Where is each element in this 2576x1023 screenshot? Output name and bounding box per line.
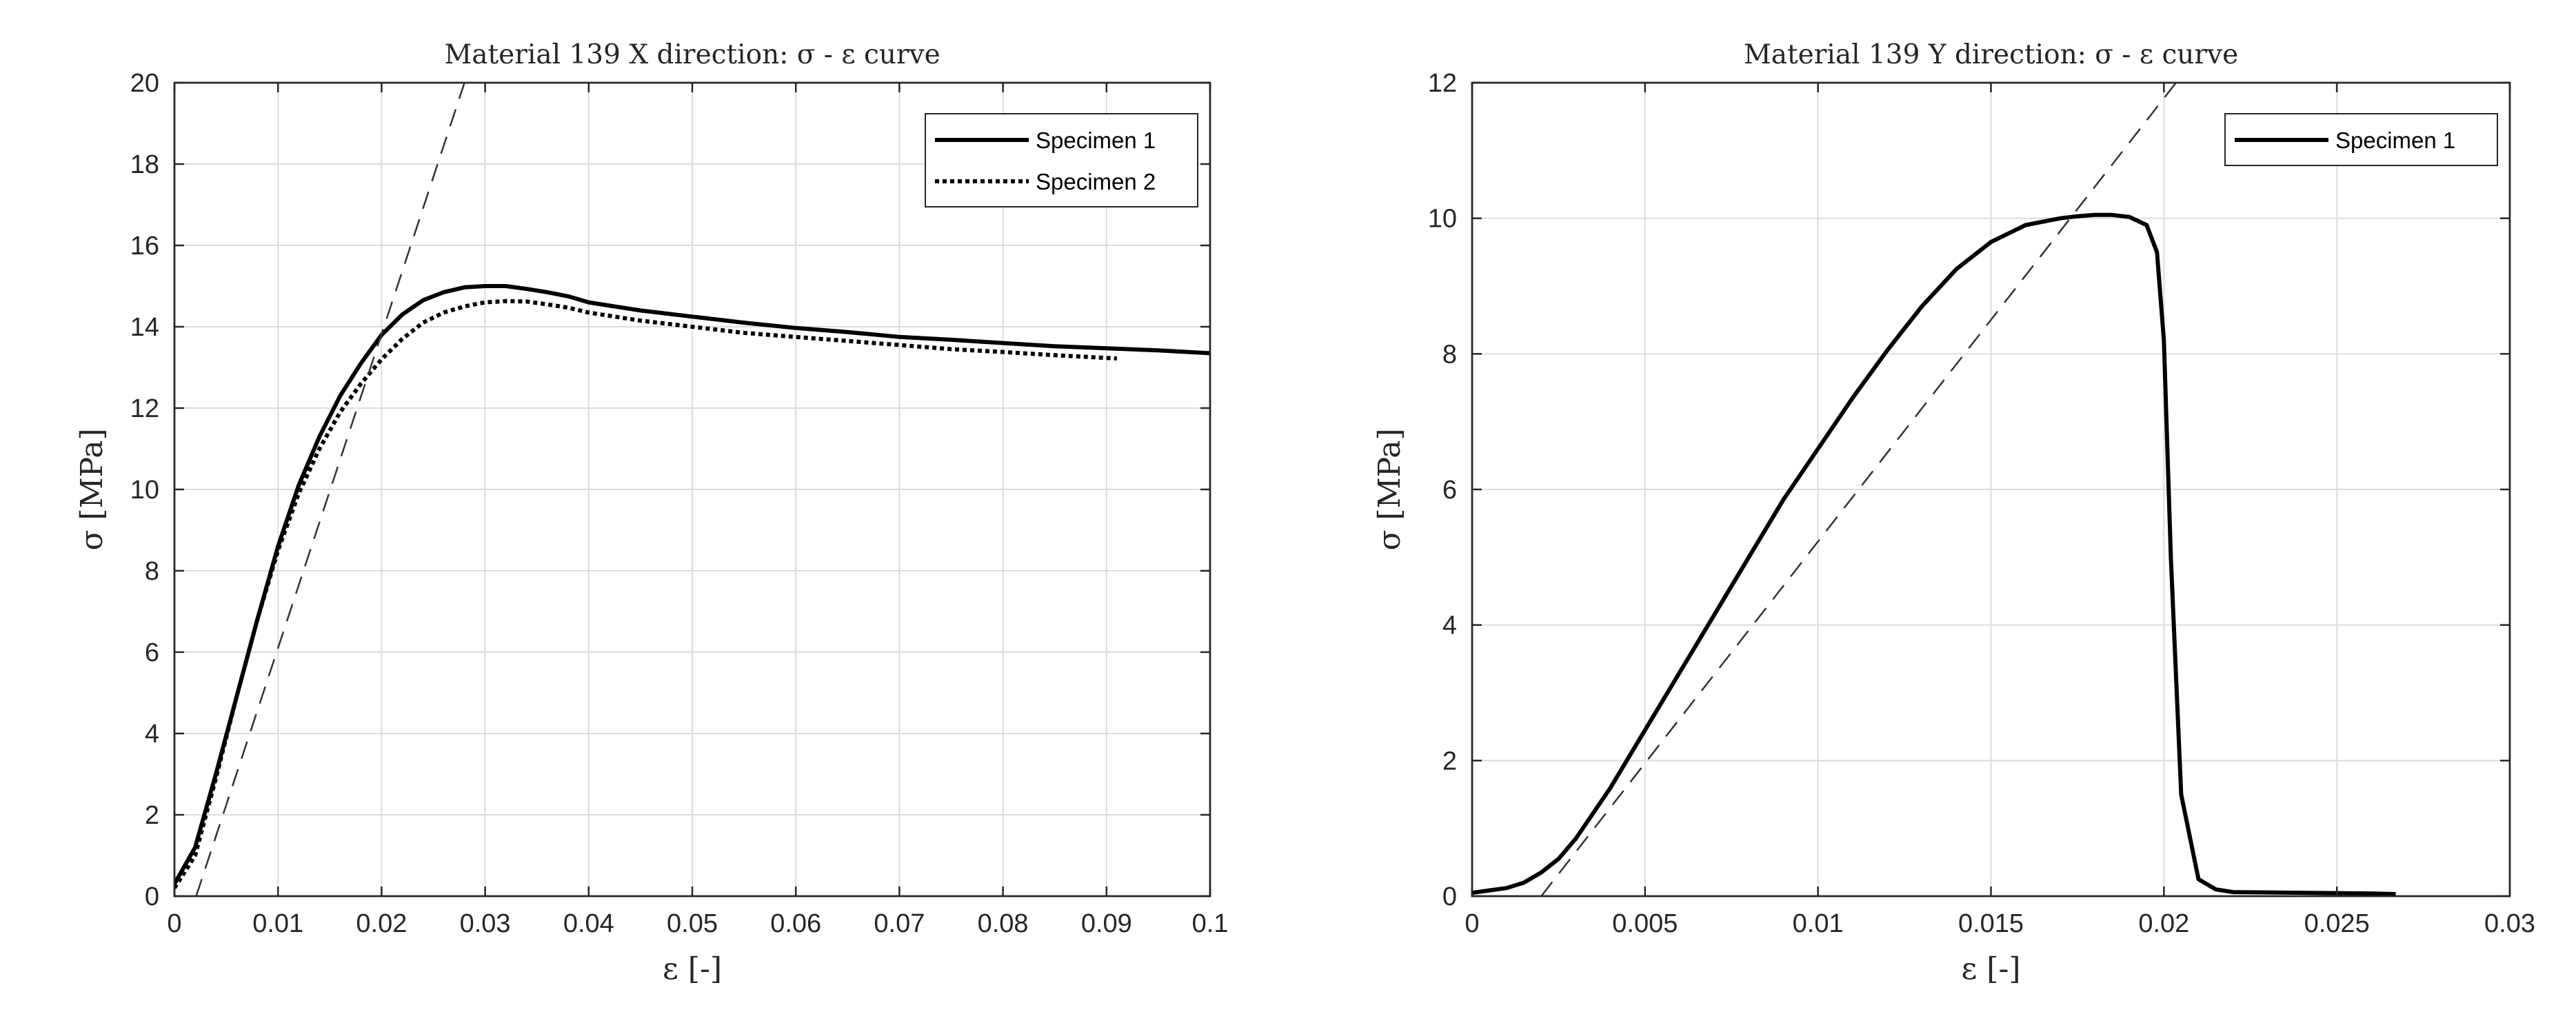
y-tick-label: 6 <box>145 638 159 667</box>
series-line-specimen-1 <box>1472 212 2396 896</box>
legend-box <box>925 113 1198 207</box>
x-tick-label: 0.01 <box>252 909 303 938</box>
x-tick-label: 0.04 <box>563 909 614 938</box>
y-tick-label: 0 <box>145 882 159 911</box>
x-tick-label: 0 <box>167 909 181 938</box>
x-tick-label: 0.1 <box>1192 909 1229 938</box>
x-tick-label: 0.09 <box>1081 909 1132 938</box>
legend-label: Specimen 2 <box>1036 169 1156 194</box>
y-tick-label: 4 <box>145 720 159 749</box>
y-tick-label: 0 <box>1442 882 1457 911</box>
x-tick-label: 0.025 <box>2304 909 2370 938</box>
y-tick-label: 16 <box>130 232 159 261</box>
x-tick-label: 0.05 <box>667 909 718 938</box>
x-tick-label: 0.06 <box>770 909 821 938</box>
y-tick-label: 18 <box>130 150 159 179</box>
legend-label: Specimen 1 <box>1036 128 1156 153</box>
y-tick-label: 20 <box>130 69 159 98</box>
x-tick-label: 0.015 <box>1958 909 2024 938</box>
y-tick-label: 6 <box>1442 476 1457 505</box>
y-axis-label: σ [MPa] <box>74 428 110 550</box>
x-tick-label: 0.07 <box>874 909 925 938</box>
x-tick-label: 0.005 <box>1612 909 1678 938</box>
legend-label: Specimen 1 <box>2335 128 2455 153</box>
y-tick-label: 10 <box>1428 205 1457 234</box>
y-tick-label: 10 <box>130 476 159 505</box>
x-tick-label: 0 <box>1465 909 1479 938</box>
x-tick-label: 0.03 <box>2484 909 2535 938</box>
y-tick-label: 8 <box>1442 340 1457 369</box>
chart-title: Material 139 X direction: σ - ε curve <box>444 39 940 70</box>
x-axis-label: ε [-] <box>1962 951 2021 986</box>
x-tick-label: 0.02 <box>2138 909 2189 938</box>
x-tick-label: 0.01 <box>1793 909 1844 938</box>
chart-title: Material 139 Y direction: σ - ε curve <box>1744 39 2238 70</box>
y-tick-label: 2 <box>145 801 159 830</box>
y-axis-label: σ [MPa] <box>1372 428 1407 550</box>
legend: Specimen 1 <box>2224 113 2498 166</box>
y-tick-label: 8 <box>145 557 159 586</box>
x-tick-label: 0.03 <box>460 909 511 938</box>
y-tick-label: 12 <box>1428 69 1457 98</box>
y-tick-label: 14 <box>130 313 159 342</box>
y-tick-label: 12 <box>130 394 159 423</box>
x-tick-label: 0.08 <box>978 909 1029 938</box>
legend: Specimen 1 Specimen 2 <box>925 113 1198 207</box>
x-tick-label: 0.02 <box>356 909 407 938</box>
y-tick-label: 4 <box>1442 611 1457 640</box>
chart-2: 0 0.005 0.01 0.015 0.02 0.025 0.03 0 2 4 6 8 10 12 Mat… <box>1372 39 2535 986</box>
x-axis-label: ε [-] <box>663 951 722 986</box>
y-tick-label: 2 <box>1442 747 1457 776</box>
chart-1: 0 0.01 0.02 0.03 0.04 0.05 0.06 0.07 0.08 0.09 0.1… <box>74 39 1228 986</box>
